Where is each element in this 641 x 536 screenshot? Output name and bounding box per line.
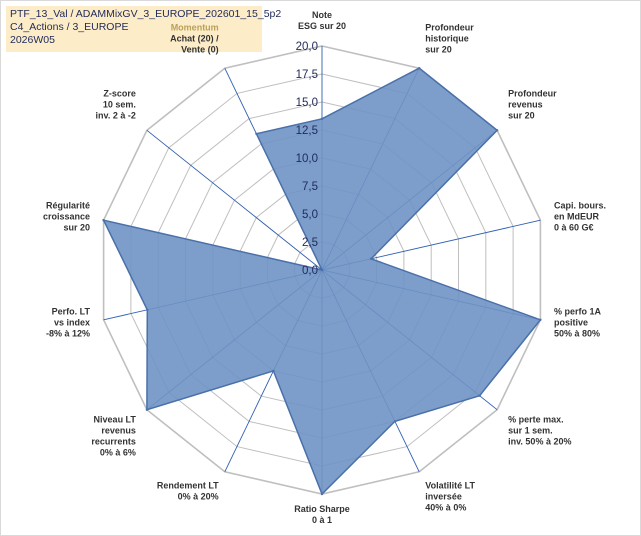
series-point-7 (320, 492, 324, 496)
series-point-10 (146, 308, 149, 312)
info-line-asset-class: C4_Actions / 3_EUROPE (10, 21, 129, 33)
axis-label-9-line-1: revenus (101, 425, 136, 435)
series-point-4 (539, 318, 542, 321)
tick-label-7: 17,5 (296, 69, 318, 81)
axis-label-5-line-2: inv. 50% à 20% (508, 436, 571, 446)
tick-layer: 0,0 2,5 5,0 7,5 10,0 12,5 15,0 17,5 20,0 (296, 41, 318, 277)
tick-label-1: 2,5 (302, 237, 318, 249)
axis-label-3-line-2: 0 à 60 G€ (554, 223, 594, 233)
series-point-12 (320, 268, 324, 272)
axis-label-2-line-1: revenus (508, 100, 543, 110)
series-point-3 (369, 257, 373, 260)
axis-label-0-line-0: Note (312, 10, 332, 20)
axis-label-13-line-1: Achat (20) / (170, 34, 219, 44)
tick-label-4: 10,0 (296, 153, 318, 165)
axis-label-11-line-2: sur 20 (63, 223, 90, 233)
axis-label-8: Rendement LT0% à 20% (157, 480, 219, 501)
axis-label-5-line-0: % perte max. (508, 414, 564, 424)
axis-label-7-line-0: Ratio Sharpe (294, 504, 350, 514)
series-point-8 (272, 369, 275, 373)
axis-label-0-line-1: ESG sur 20 (298, 21, 346, 31)
axis-label-3-line-1: en MdEUR (554, 212, 600, 222)
tick-label-0: 0,0 (302, 265, 318, 277)
series-point-6 (393, 420, 397, 423)
axis-label-10-line-2: -8% à 12% (46, 329, 90, 339)
axis-label-10-line-1: vs index (54, 318, 90, 328)
axis-spoke-12 (146, 129, 323, 271)
axis-label-6-line-1: inversée (425, 491, 462, 501)
axis-label-1-line-1: historique (425, 34, 469, 44)
series-point-11 (102, 219, 105, 222)
axis-label-10-line-0: Perfo. LT (52, 307, 91, 317)
axis-label-4-line-1: positive (554, 318, 588, 328)
axis-label-12-line-0: Z-score (103, 89, 136, 99)
axis-label-9-line-3: 0% à 6% (100, 447, 136, 457)
info-line-portfolio: PTF_13_Val / ADAMMixGV_3_EUROPE_202601_1… (10, 8, 282, 20)
axis-label-4-line-2: 50% à 80% (554, 329, 600, 339)
axis-label-12-line-2: inv. 2 à -2 (96, 111, 136, 121)
axis-label-1-line-0: Profondeur (425, 23, 474, 33)
axis-label-11-line-0: Régularité (46, 201, 90, 211)
series-point-9 (145, 408, 149, 411)
axis-label-5-line-1: sur 1 sem. (508, 425, 553, 435)
tick-label-2: 5,0 (302, 209, 318, 221)
axis-label-11-line-1: croissance (43, 212, 90, 222)
axis-label-9-line-2: recurrents (91, 436, 136, 446)
axis-label-9-line-0: Niveau LT (94, 414, 137, 424)
tick-label-5: 12,5 (296, 125, 318, 137)
series-point-5 (478, 394, 481, 397)
axis-label-6-line-0: Volatilité LT (425, 480, 475, 490)
axis-label-7-line-1: 0 à 1 (312, 515, 332, 525)
tick-label-8: 20,0 (296, 41, 318, 53)
series-point-13 (255, 132, 258, 135)
axis-label-3-line-0: Capi. bours. (554, 201, 606, 211)
portfolio-info-box: PTF_13_Val / ADAMMixGV_3_EUROPE_202601_1… (6, 6, 282, 52)
axis-label-2-line-2: sur 20 (508, 111, 535, 121)
tick-label-6: 15,0 (296, 97, 318, 109)
axis-label-5: % perte max.sur 1 sem.inv. 50% à 20% (508, 414, 571, 446)
series-point-2 (495, 129, 499, 132)
axis-label-13-line-2: Vente (0) (181, 45, 219, 55)
tick-label-3: 7,5 (302, 181, 318, 193)
axis-label-8-line-0: Rendement LT (157, 480, 219, 490)
axis-label-13-line-0: Momentum (171, 23, 219, 33)
series-area-0 (102, 67, 542, 496)
axis-label-6-line-2: 40% à 0% (425, 502, 466, 512)
series-point-0 (320, 117, 324, 121)
series-point-1 (418, 67, 421, 70)
axis-label-12-line-1: 10 sem. (103, 100, 136, 110)
axis-label-8-line-1: 0% à 20% (178, 491, 219, 501)
axis-label-2-line-0: Profondeur (508, 89, 557, 99)
info-line-week: 2026W05 (10, 34, 55, 46)
axis-label-1-line-2: sur 20 (425, 45, 452, 55)
axis-label-4-line-0: % perfo 1A (554, 307, 602, 317)
series-layer (102, 67, 542, 496)
